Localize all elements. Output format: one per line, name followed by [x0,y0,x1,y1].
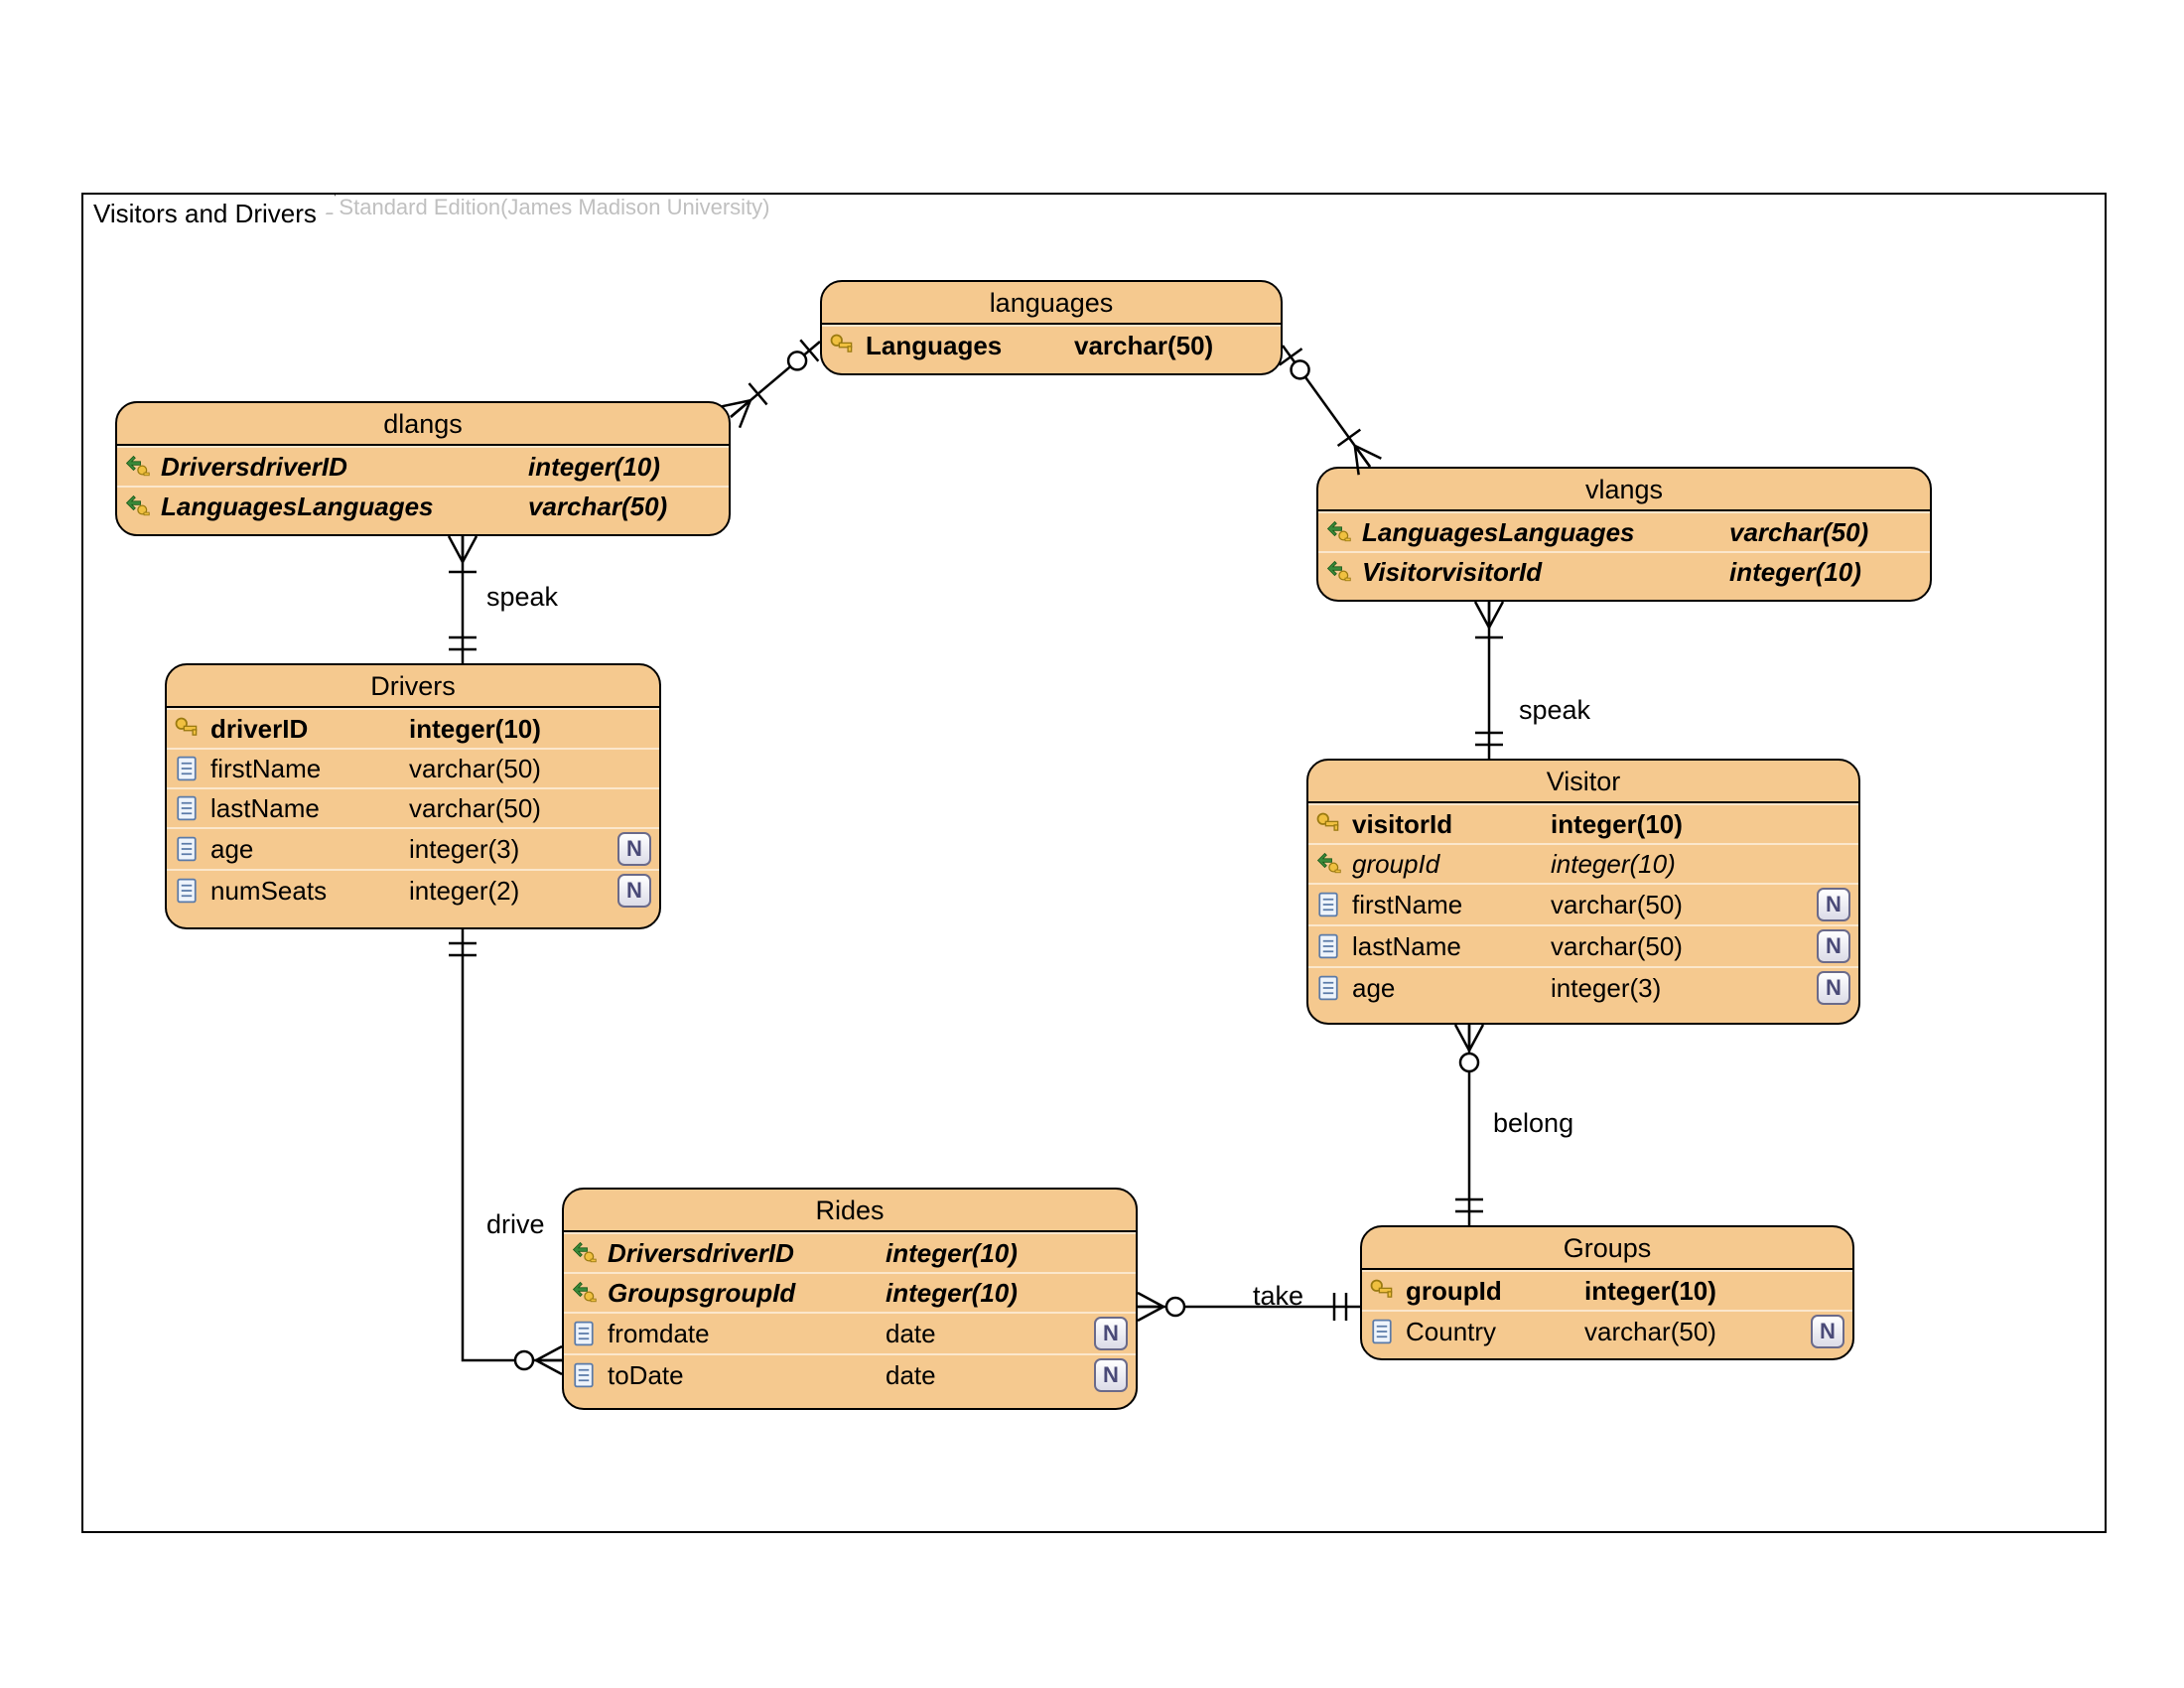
column-name: groupId [1406,1276,1584,1307]
column-row: ageinteger(3) N [167,827,659,869]
column-type: varchar(50) [1551,931,1683,962]
column-name: numSeats [210,876,409,907]
column-name: groupId [1352,849,1551,880]
column-type: integer(10) [886,1278,1018,1309]
column-row: firstNamevarchar(50) N [1308,883,1858,924]
entity-vlangs[interactable]: vlangsLanguagesLanguagesvarchar(50)Visit… [1316,467,1932,602]
column-row: toDatedate N [564,1353,1136,1395]
column-name: VisitorvisitorId [1362,557,1729,588]
column-row: LanguagesLanguagesvarchar(50) [1318,511,1930,551]
column-type: integer(3) [409,834,519,865]
column-type: varchar(50) [409,793,541,824]
column-name: DriversdriverID [608,1238,886,1269]
column-name: toDate [608,1360,886,1391]
column-type: date [886,1360,936,1391]
column-type: integer(10) [528,452,660,483]
column-type: integer(10) [1551,809,1683,840]
column-row: VisitorvisitorIdinteger(10) [1318,551,1930,591]
nullable-badge: N [1817,971,1850,1005]
nullable-badge: N [1817,929,1850,963]
column-row: GroupsgroupIdinteger(10) [564,1272,1136,1312]
nullable-badge: N [1811,1315,1844,1348]
column-name: Country [1406,1317,1584,1347]
entity-title: dlangs [117,403,729,446]
column-row: firstNamevarchar(50) [167,748,659,787]
relation-label: drive [486,1209,545,1240]
column-row: lastNamevarchar(50) N [1308,924,1858,966]
entity-title: vlangs [1318,469,1930,511]
column-row: visitorIdinteger(10) [1308,803,1858,843]
column-type: integer(10) [886,1238,1018,1269]
entity-groups[interactable]: GroupsgroupIdinteger(10)Countryvarchar(5… [1360,1225,1854,1360]
column-type: integer(3) [1551,973,1661,1004]
column-type: varchar(50) [409,754,541,784]
diagram-canvas: Visual Paradigm for UML Standard Edition… [0,0,2184,1688]
column-type: integer(10) [409,714,541,745]
column-name: Languages [866,331,1074,361]
column-name: firstName [210,754,409,784]
relation-label: speak [486,582,558,613]
nullable-badge: N [617,874,651,908]
column-name: visitorId [1352,809,1551,840]
entity-title: Drivers [167,665,659,708]
column-type: integer(2) [409,876,519,907]
nullable-badge: N [1094,1358,1128,1392]
column-row: driverIDinteger(10) [167,708,659,748]
column-type: varchar(50) [1584,1317,1716,1347]
column-name: driverID [210,714,409,745]
column-type: integer(10) [1551,849,1676,880]
nullable-badge: N [617,832,651,866]
column-row: DriversdriverIDinteger(10) [117,446,729,486]
column-name: fromdate [608,1319,886,1349]
entity-languages[interactable]: languagesLanguagesvarchar(50) [820,280,1283,375]
nullable-badge: N [1094,1317,1128,1350]
relation-label: speak [1519,695,1590,726]
column-type: varchar(50) [1074,331,1213,361]
column-type: varchar(50) [528,492,667,522]
column-row: groupIdinteger(10) [1362,1270,1852,1310]
package-title: Visitors and Drivers [81,193,337,233]
column-row: lastNamevarchar(50) [167,787,659,827]
entity-title: Rides [564,1190,1136,1232]
entity-dlangs[interactable]: dlangsDriversdriverIDinteger(10)Language… [115,401,731,536]
relation-label: take [1253,1281,1303,1312]
column-name: firstName [1352,890,1551,920]
entity-title: Groups [1362,1227,1852,1270]
entity-rides[interactable]: RidesDriversdriverIDinteger(10)Groupsgro… [562,1188,1138,1410]
column-type: varchar(50) [1729,517,1868,548]
column-name: DriversdriverID [161,452,528,483]
column-type: date [886,1319,936,1349]
column-row: Languagesvarchar(50) [822,325,1281,364]
nullable-badge: N [1817,888,1850,921]
entity-visitor[interactable]: VisitorvisitorIdinteger(10)groupIdintege… [1306,759,1860,1025]
column-name: age [210,834,409,865]
entity-drivers[interactable]: DriversdriverIDinteger(10)firstNamevarch… [165,663,661,929]
column-row: DriversdriverIDinteger(10) [564,1232,1136,1272]
column-name: LanguagesLanguages [1362,517,1729,548]
column-type: varchar(50) [1551,890,1683,920]
column-row: ageinteger(3) N [1308,966,1858,1008]
column-type: integer(10) [1729,557,1861,588]
column-row: Countryvarchar(50) N [1362,1310,1852,1351]
column-row: groupIdinteger(10) [1308,843,1858,883]
column-name: age [1352,973,1551,1004]
column-row: fromdatedate N [564,1312,1136,1353]
entity-title: languages [822,282,1281,325]
column-name: GroupsgroupId [608,1278,886,1309]
column-row: numSeatsinteger(2) N [167,869,659,911]
relation-label: belong [1493,1108,1573,1139]
column-type: integer(10) [1584,1276,1716,1307]
column-row: LanguagesLanguagesvarchar(50) [117,486,729,525]
column-name: lastName [1352,931,1551,962]
column-name: LanguagesLanguages [161,492,528,522]
column-name: lastName [210,793,409,824]
entity-title: Visitor [1308,761,1858,803]
